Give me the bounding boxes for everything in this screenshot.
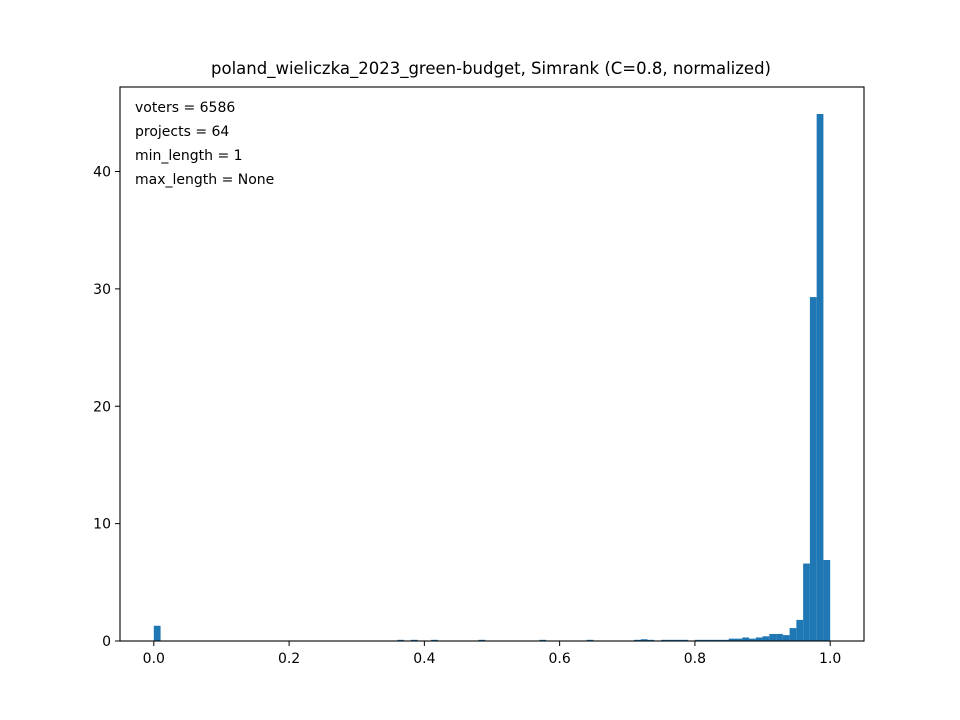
histogram-bar bbox=[539, 639, 547, 641]
histogram-bar bbox=[755, 637, 763, 641]
histogram-bar bbox=[816, 113, 824, 641]
histogram-bar bbox=[708, 639, 716, 641]
histogram-bar bbox=[823, 560, 831, 641]
histogram-bar bbox=[776, 633, 783, 641]
histogram-bar bbox=[769, 633, 777, 641]
histogram-bar bbox=[661, 639, 668, 641]
x-tick-label: 1.0 bbox=[819, 651, 841, 667]
x-tick-label: 0.6 bbox=[549, 651, 571, 667]
histogram-bar bbox=[478, 639, 486, 641]
histogram-bar bbox=[153, 625, 161, 641]
histogram-bar bbox=[586, 639, 594, 641]
histogram-bar bbox=[721, 639, 729, 641]
histogram-bar bbox=[667, 639, 675, 641]
histogram-bar bbox=[728, 638, 736, 641]
y-tick-label: 20 bbox=[93, 399, 111, 415]
histogram-bar bbox=[681, 639, 689, 641]
histogram-bar bbox=[715, 639, 722, 641]
x-tick-label: 0.8 bbox=[684, 651, 706, 667]
histogram-bar bbox=[694, 639, 702, 641]
histogram-bar bbox=[749, 638, 756, 641]
histogram-bar bbox=[674, 639, 682, 641]
annotation-voters: voters = 6586 bbox=[135, 100, 235, 116]
y-tick-label: 0 bbox=[102, 634, 111, 650]
x-axis: 0.0 0.2 0.4 0.6 0.8 1.0 bbox=[143, 641, 841, 667]
annotation-projects: projects = 64 bbox=[135, 124, 229, 140]
histogram-bar bbox=[634, 639, 641, 641]
histogram-bar bbox=[742, 637, 750, 641]
histogram-bar bbox=[735, 638, 743, 641]
x-tick-label: 0.4 bbox=[413, 651, 435, 667]
histogram-bar bbox=[647, 639, 655, 641]
annotation-max-length: max_length = None bbox=[135, 172, 274, 188]
histogram-bar bbox=[410, 639, 418, 641]
x-tick-label: 0.2 bbox=[278, 651, 300, 667]
histogram-bar bbox=[397, 639, 405, 641]
histogram-bar bbox=[431, 639, 438, 641]
histogram-bar bbox=[782, 635, 790, 641]
chart-title: poland_wieliczka_2023_green-budget, Simr… bbox=[211, 59, 771, 79]
histogram-bar bbox=[803, 563, 810, 641]
y-tick-label: 40 bbox=[93, 165, 111, 181]
y-tick-label: 10 bbox=[93, 517, 111, 533]
y-axis: 0 10 20 30 40 bbox=[93, 165, 120, 650]
plot-frame bbox=[119, 86, 865, 642]
histogram-bar bbox=[762, 636, 770, 641]
y-tick-label: 30 bbox=[93, 282, 111, 298]
histogram-bar bbox=[796, 619, 804, 641]
annotation-min-length: min_length = 1 bbox=[135, 148, 243, 164]
stats-annotation: voters = 6586 projects = 64 min_length =… bbox=[135, 100, 274, 188]
histogram-bar bbox=[789, 628, 797, 641]
histogram-bar bbox=[809, 297, 817, 641]
x-tick-label: 0.0 bbox=[143, 651, 165, 667]
histogram-bar bbox=[640, 639, 648, 641]
histogram-bar bbox=[701, 639, 709, 641]
bars-group bbox=[153, 113, 831, 641]
